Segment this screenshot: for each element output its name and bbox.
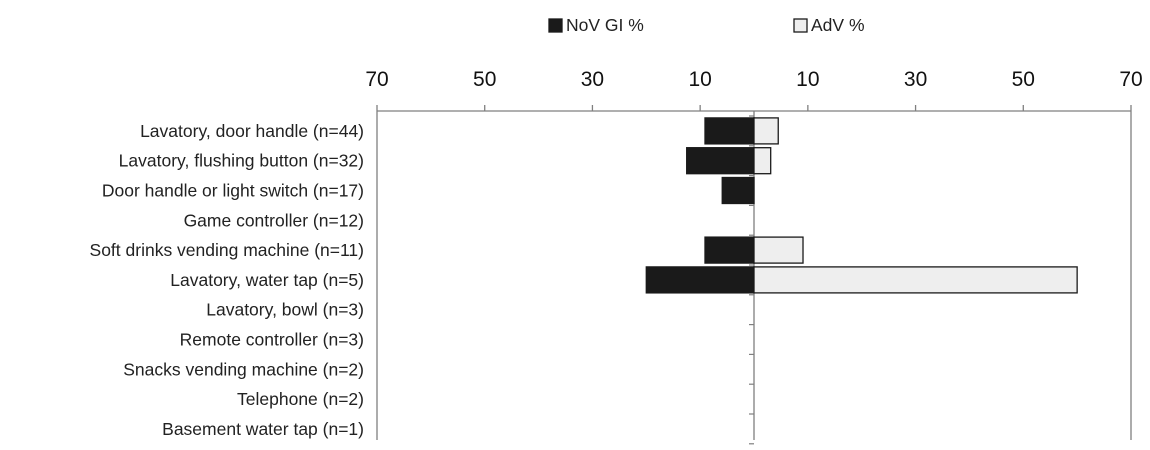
category-label: Lavatory, bowl (n=3) (206, 300, 364, 320)
category-label: Soft drinks vending machine (n=11) (90, 240, 364, 260)
category-label: Basement water tap (n=1) (162, 419, 364, 439)
bar-nov-gi (721, 176, 755, 205)
x-tick-label: 70 (365, 68, 388, 91)
category-label: Game controller (n=12) (184, 210, 364, 230)
legend-label: AdV % (811, 15, 865, 35)
bar-adv (753, 236, 804, 264)
category-label: Telephone (n=2) (237, 389, 364, 409)
x-tick-label: 50 (473, 68, 496, 91)
x-tick-label: 10 (688, 68, 711, 91)
legend-swatch (793, 18, 808, 33)
bar-adv (753, 147, 772, 175)
category-label: Snacks vending machine (n=2) (123, 359, 364, 379)
x-tick-label: 30 (581, 68, 604, 91)
x-tick-label: 30 (904, 68, 927, 91)
plot-area (645, 111, 1078, 445)
category-label: Lavatory, water tap (n=5) (170, 270, 364, 290)
x-axis: 70 50 30 10 10 30 50 70 (365, 68, 1143, 440)
x-tick-label: 70 (1119, 68, 1142, 91)
bar-nov-gi (704, 117, 755, 145)
legend-label: NoV GI % (566, 15, 644, 35)
bar-nov-gi (686, 147, 755, 175)
bar-nov-gi (645, 266, 755, 294)
legend-swatch (548, 18, 563, 33)
category-label: Remote controller (n=3) (180, 330, 364, 350)
bar-nov-gi (704, 236, 755, 264)
bar-adv (753, 117, 779, 145)
category-labels: Lavatory, door handle (n=44) Lavatory, fl… (90, 121, 364, 439)
bar-adv (753, 266, 1078, 294)
category-label: Lavatory, door handle (n=44) (140, 121, 364, 141)
x-tick-label: 50 (1012, 68, 1035, 91)
x-tick-label: 10 (796, 68, 819, 91)
category-label: Lavatory, flushing button (n=32) (119, 151, 364, 171)
legend: NoV GI % AdV % (548, 15, 865, 35)
category-label: Door handle or light switch (n=17) (102, 181, 364, 201)
